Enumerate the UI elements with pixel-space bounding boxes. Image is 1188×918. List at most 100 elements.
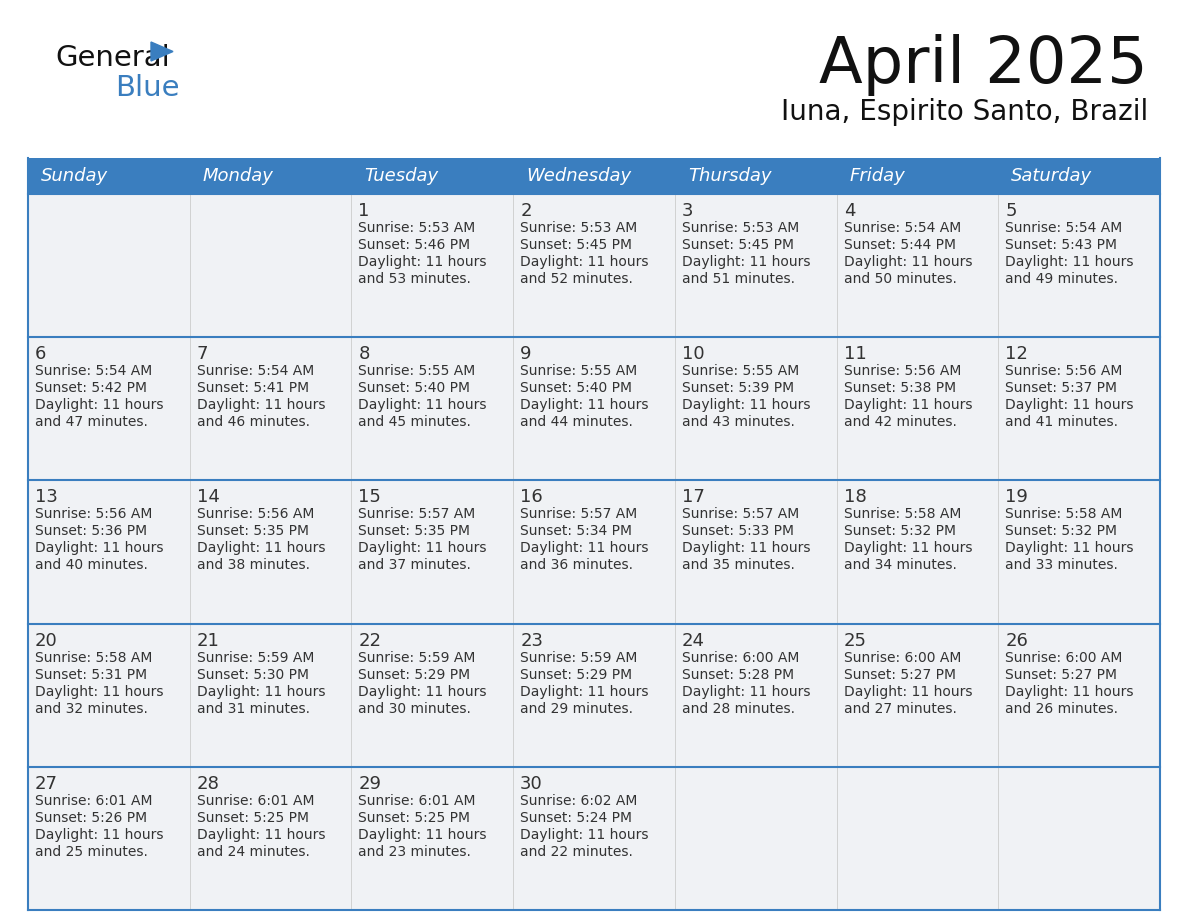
Text: and 37 minutes.: and 37 minutes.	[359, 558, 472, 573]
Text: Daylight: 11 hours: Daylight: 11 hours	[359, 828, 487, 842]
Text: Sunset: 5:35 PM: Sunset: 5:35 PM	[197, 524, 309, 538]
Text: 10: 10	[682, 345, 704, 364]
Text: 13: 13	[34, 488, 58, 507]
Bar	[29, 623, 1159, 767]
Text: and 46 minutes.: and 46 minutes.	[197, 415, 310, 430]
Text: Sunrise: 5:56 AM: Sunrise: 5:56 AM	[197, 508, 314, 521]
Text: 25: 25	[843, 632, 866, 650]
Text: 7: 7	[197, 345, 208, 364]
Text: Daylight: 11 hours: Daylight: 11 hours	[34, 685, 164, 699]
Text: 4: 4	[843, 202, 855, 220]
Text: Friday: Friday	[849, 167, 905, 185]
Text: and 34 minutes.: and 34 minutes.	[843, 558, 956, 573]
Text: Daylight: 11 hours: Daylight: 11 hours	[682, 542, 810, 555]
Text: Daylight: 11 hours: Daylight: 11 hours	[1005, 398, 1133, 412]
Text: Daylight: 11 hours: Daylight: 11 hours	[359, 685, 487, 699]
Text: 9: 9	[520, 345, 532, 364]
Text: Daylight: 11 hours: Daylight: 11 hours	[1005, 255, 1133, 269]
Text: Daylight: 11 hours: Daylight: 11 hours	[520, 542, 649, 555]
Text: 1: 1	[359, 202, 369, 220]
Text: Daylight: 11 hours: Daylight: 11 hours	[197, 542, 326, 555]
Text: Sunset: 5:28 PM: Sunset: 5:28 PM	[682, 667, 794, 681]
Text: Wednesday: Wednesday	[526, 167, 631, 185]
Text: Sunset: 5:25 PM: Sunset: 5:25 PM	[359, 811, 470, 824]
Text: and 36 minutes.: and 36 minutes.	[520, 558, 633, 573]
Text: and 27 minutes.: and 27 minutes.	[843, 701, 956, 716]
Text: 3: 3	[682, 202, 694, 220]
Text: and 40 minutes.: and 40 minutes.	[34, 558, 147, 573]
Text: Sunset: 5:33 PM: Sunset: 5:33 PM	[682, 524, 794, 538]
Text: Daylight: 11 hours: Daylight: 11 hours	[520, 828, 649, 842]
Text: and 51 minutes.: and 51 minutes.	[682, 272, 795, 286]
Text: Sunrise: 5:55 AM: Sunrise: 5:55 AM	[359, 364, 475, 378]
Text: Daylight: 11 hours: Daylight: 11 hours	[843, 685, 972, 699]
Text: Monday: Monday	[203, 167, 273, 185]
Text: Sunrise: 5:59 AM: Sunrise: 5:59 AM	[520, 651, 638, 665]
Text: Daylight: 11 hours: Daylight: 11 hours	[520, 398, 649, 412]
Text: Daylight: 11 hours: Daylight: 11 hours	[1005, 542, 1133, 555]
Text: Sunrise: 6:01 AM: Sunrise: 6:01 AM	[359, 794, 476, 808]
Text: 19: 19	[1005, 488, 1028, 507]
Text: Thursday: Thursday	[688, 167, 771, 185]
Text: Sunrise: 5:55 AM: Sunrise: 5:55 AM	[520, 364, 638, 378]
Text: 5: 5	[1005, 202, 1017, 220]
Text: and 49 minutes.: and 49 minutes.	[1005, 272, 1118, 286]
Text: Sunset: 5:42 PM: Sunset: 5:42 PM	[34, 381, 147, 396]
Text: Daylight: 11 hours: Daylight: 11 hours	[197, 398, 326, 412]
Text: and 43 minutes.: and 43 minutes.	[682, 415, 795, 430]
Text: Sunset: 5:26 PM: Sunset: 5:26 PM	[34, 811, 147, 824]
Text: Sunrise: 5:57 AM: Sunrise: 5:57 AM	[682, 508, 800, 521]
Text: Sunrise: 6:00 AM: Sunrise: 6:00 AM	[682, 651, 800, 665]
Text: Sunset: 5:29 PM: Sunset: 5:29 PM	[359, 667, 470, 681]
Text: and 22 minutes.: and 22 minutes.	[520, 845, 633, 859]
Text: Daylight: 11 hours: Daylight: 11 hours	[520, 255, 649, 269]
Text: Sunrise: 5:54 AM: Sunrise: 5:54 AM	[197, 364, 314, 378]
Text: and 38 minutes.: and 38 minutes.	[197, 558, 310, 573]
Text: and 45 minutes.: and 45 minutes.	[359, 415, 472, 430]
Text: 6: 6	[34, 345, 46, 364]
Text: Daylight: 11 hours: Daylight: 11 hours	[34, 542, 164, 555]
Text: Sunrise: 5:53 AM: Sunrise: 5:53 AM	[520, 221, 638, 235]
Text: Sunset: 5:39 PM: Sunset: 5:39 PM	[682, 381, 794, 396]
Text: Daylight: 11 hours: Daylight: 11 hours	[843, 398, 972, 412]
Text: Sunset: 5:27 PM: Sunset: 5:27 PM	[1005, 667, 1117, 681]
Text: 2: 2	[520, 202, 532, 220]
Text: Sunrise: 6:00 AM: Sunrise: 6:00 AM	[843, 651, 961, 665]
Text: and 44 minutes.: and 44 minutes.	[520, 415, 633, 430]
Text: Sunset: 5:45 PM: Sunset: 5:45 PM	[682, 238, 794, 252]
Text: Sunrise: 5:55 AM: Sunrise: 5:55 AM	[682, 364, 800, 378]
Text: Iuna, Espirito Santo, Brazil: Iuna, Espirito Santo, Brazil	[781, 98, 1148, 126]
Text: Daylight: 11 hours: Daylight: 11 hours	[843, 255, 972, 269]
Text: and 33 minutes.: and 33 minutes.	[1005, 558, 1118, 573]
Text: Sunrise: 5:58 AM: Sunrise: 5:58 AM	[34, 651, 152, 665]
Text: Daylight: 11 hours: Daylight: 11 hours	[197, 685, 326, 699]
Text: and 25 minutes.: and 25 minutes.	[34, 845, 147, 859]
Text: Sunrise: 5:57 AM: Sunrise: 5:57 AM	[520, 508, 638, 521]
Text: and 23 minutes.: and 23 minutes.	[359, 845, 472, 859]
Text: 27: 27	[34, 775, 58, 793]
Bar	[29, 480, 1159, 623]
Text: and 32 minutes.: and 32 minutes.	[34, 701, 147, 716]
Text: Sunrise: 6:01 AM: Sunrise: 6:01 AM	[34, 794, 152, 808]
Text: Sunset: 5:37 PM: Sunset: 5:37 PM	[1005, 381, 1117, 396]
Text: 24: 24	[682, 632, 704, 650]
Text: and 29 minutes.: and 29 minutes.	[520, 701, 633, 716]
Text: Sunset: 5:36 PM: Sunset: 5:36 PM	[34, 524, 147, 538]
Text: Sunset: 5:41 PM: Sunset: 5:41 PM	[197, 381, 309, 396]
Text: 30: 30	[520, 775, 543, 793]
Text: Sunrise: 6:00 AM: Sunrise: 6:00 AM	[1005, 651, 1123, 665]
Text: Tuesday: Tuesday	[365, 167, 438, 185]
Text: Sunrise: 5:53 AM: Sunrise: 5:53 AM	[682, 221, 800, 235]
Text: April 2025: April 2025	[820, 34, 1148, 96]
Text: Daylight: 11 hours: Daylight: 11 hours	[197, 828, 326, 842]
Text: Sunset: 5:32 PM: Sunset: 5:32 PM	[843, 524, 955, 538]
Text: 21: 21	[197, 632, 220, 650]
Text: 16: 16	[520, 488, 543, 507]
Text: 29: 29	[359, 775, 381, 793]
Text: 28: 28	[197, 775, 220, 793]
Text: Daylight: 11 hours: Daylight: 11 hours	[34, 828, 164, 842]
Text: Daylight: 11 hours: Daylight: 11 hours	[359, 255, 487, 269]
Text: and 41 minutes.: and 41 minutes.	[1005, 415, 1118, 430]
Text: Sunrise: 5:59 AM: Sunrise: 5:59 AM	[197, 651, 314, 665]
Text: 8: 8	[359, 345, 369, 364]
